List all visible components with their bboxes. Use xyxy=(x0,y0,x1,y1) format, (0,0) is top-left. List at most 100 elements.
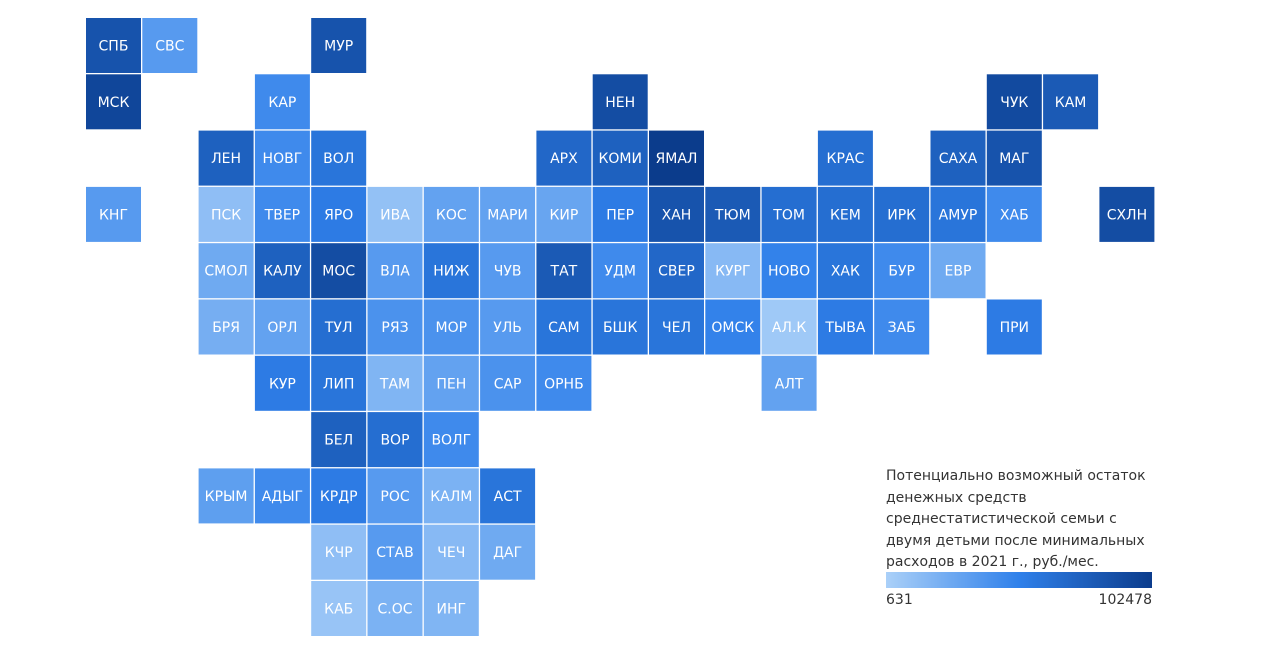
region-tile xyxy=(1043,74,1099,130)
region-tile xyxy=(986,299,1042,355)
region-label: ЧЕЧ xyxy=(437,545,465,561)
region-tile xyxy=(705,186,761,242)
region-label: БШК xyxy=(603,320,638,336)
region-tile xyxy=(311,299,367,355)
region-tile xyxy=(930,186,986,242)
region-label: АСТ xyxy=(494,489,522,505)
region-label: ЕВР xyxy=(945,264,972,280)
region-tile xyxy=(480,299,536,355)
region-tile xyxy=(423,581,479,636)
region-label: САМ xyxy=(548,320,579,336)
region-tile xyxy=(480,243,536,299)
region-tile xyxy=(986,186,1042,242)
region-tile xyxy=(705,299,761,355)
region-label: ОРНБ xyxy=(544,376,584,392)
region-label: СПБ xyxy=(99,39,129,55)
region-tile xyxy=(367,524,423,580)
region-tile xyxy=(649,130,704,186)
region-label: КОМИ xyxy=(598,151,642,167)
region-label: ВОР xyxy=(380,433,409,449)
region-label: МСК xyxy=(98,95,130,111)
region-label: ОМСК xyxy=(711,320,754,336)
region-label: ПРИ xyxy=(1000,320,1029,336)
region-label: ХАН xyxy=(662,207,692,223)
region-tile xyxy=(254,130,310,186)
region-label: КАР xyxy=(268,95,296,111)
region-label: ЯРО xyxy=(324,207,353,223)
region-label: ИРК xyxy=(887,207,916,223)
region-tile xyxy=(423,243,479,299)
region-tile xyxy=(254,186,310,242)
region-label: АЛ.К xyxy=(772,320,807,336)
region-label: ЧУВ xyxy=(494,264,522,280)
region-tile xyxy=(198,299,254,355)
region-tile xyxy=(761,243,817,299)
region-tile xyxy=(311,130,367,186)
region-tile xyxy=(874,186,930,242)
region-tile xyxy=(480,524,536,580)
region-label: ИНГ xyxy=(437,602,467,618)
region-label: ОРЛ xyxy=(267,320,297,336)
region-label: РЯЗ xyxy=(381,320,408,336)
region-tile xyxy=(480,355,536,411)
region-label: КРЫМ xyxy=(205,489,248,505)
region-label: НИЖ xyxy=(433,264,469,280)
region-label: АДЫГ xyxy=(262,489,303,505)
region-label: БУР xyxy=(888,264,915,280)
region-label: ТВЕР xyxy=(264,207,300,223)
region-tile xyxy=(423,355,479,411)
region-tile xyxy=(930,243,986,299)
region-label: ЛЕН xyxy=(211,151,241,167)
region-tile xyxy=(86,74,141,130)
region-label: ТАТ xyxy=(550,264,578,280)
region-tile xyxy=(480,186,536,242)
region-tile xyxy=(198,243,254,299)
region-label: КРАС xyxy=(827,151,865,167)
region-label: ТАМ xyxy=(379,376,410,392)
region-label: КУРГ xyxy=(715,264,750,280)
legend-max: 102478 xyxy=(1099,592,1152,608)
region-tile xyxy=(367,299,423,355)
region-tile xyxy=(649,299,704,355)
region-tile xyxy=(986,130,1042,186)
region-label: ИВА xyxy=(380,207,410,223)
region-label: МУР xyxy=(324,39,353,55)
region-label: НЕН xyxy=(605,95,635,111)
region-tile xyxy=(254,74,310,130)
region-label: С.ОС xyxy=(377,602,412,618)
region-label: СВЕР xyxy=(658,264,695,280)
region-label: КУР xyxy=(269,376,296,392)
region-tile xyxy=(254,243,310,299)
region-tile xyxy=(592,130,648,186)
region-label: СТАВ xyxy=(376,545,414,561)
region-tile xyxy=(367,468,423,524)
region-label: ЯМАЛ xyxy=(656,151,698,167)
region-tile xyxy=(367,243,423,299)
region-label: БЕЛ xyxy=(324,433,353,449)
region-tile xyxy=(536,130,592,186)
region-label: ВЛА xyxy=(380,264,410,280)
region-label: ХАК xyxy=(831,264,860,280)
region-label: ЗАБ xyxy=(888,320,916,336)
region-label: САР xyxy=(494,376,522,392)
region-tile xyxy=(367,186,423,242)
region-tile xyxy=(986,74,1042,130)
region-tile xyxy=(311,186,367,242)
region-label: ПЕН xyxy=(436,376,466,392)
region-tile xyxy=(817,130,873,186)
region-tile xyxy=(874,243,930,299)
region-label: ТЮМ xyxy=(714,207,751,223)
region-label: ПСК xyxy=(211,207,241,223)
region-label: ТОМ xyxy=(772,207,805,223)
region-tile xyxy=(592,299,648,355)
color-scale xyxy=(886,572,1152,588)
region-tile xyxy=(761,355,817,411)
region-label: КАЛМ xyxy=(430,489,472,505)
region-label: АЛТ xyxy=(775,376,804,392)
region-label: АРХ xyxy=(550,151,578,167)
region-tile xyxy=(817,186,873,242)
region-label: МОС xyxy=(322,264,355,280)
region-tile xyxy=(649,186,704,242)
region-tile xyxy=(142,18,198,73)
